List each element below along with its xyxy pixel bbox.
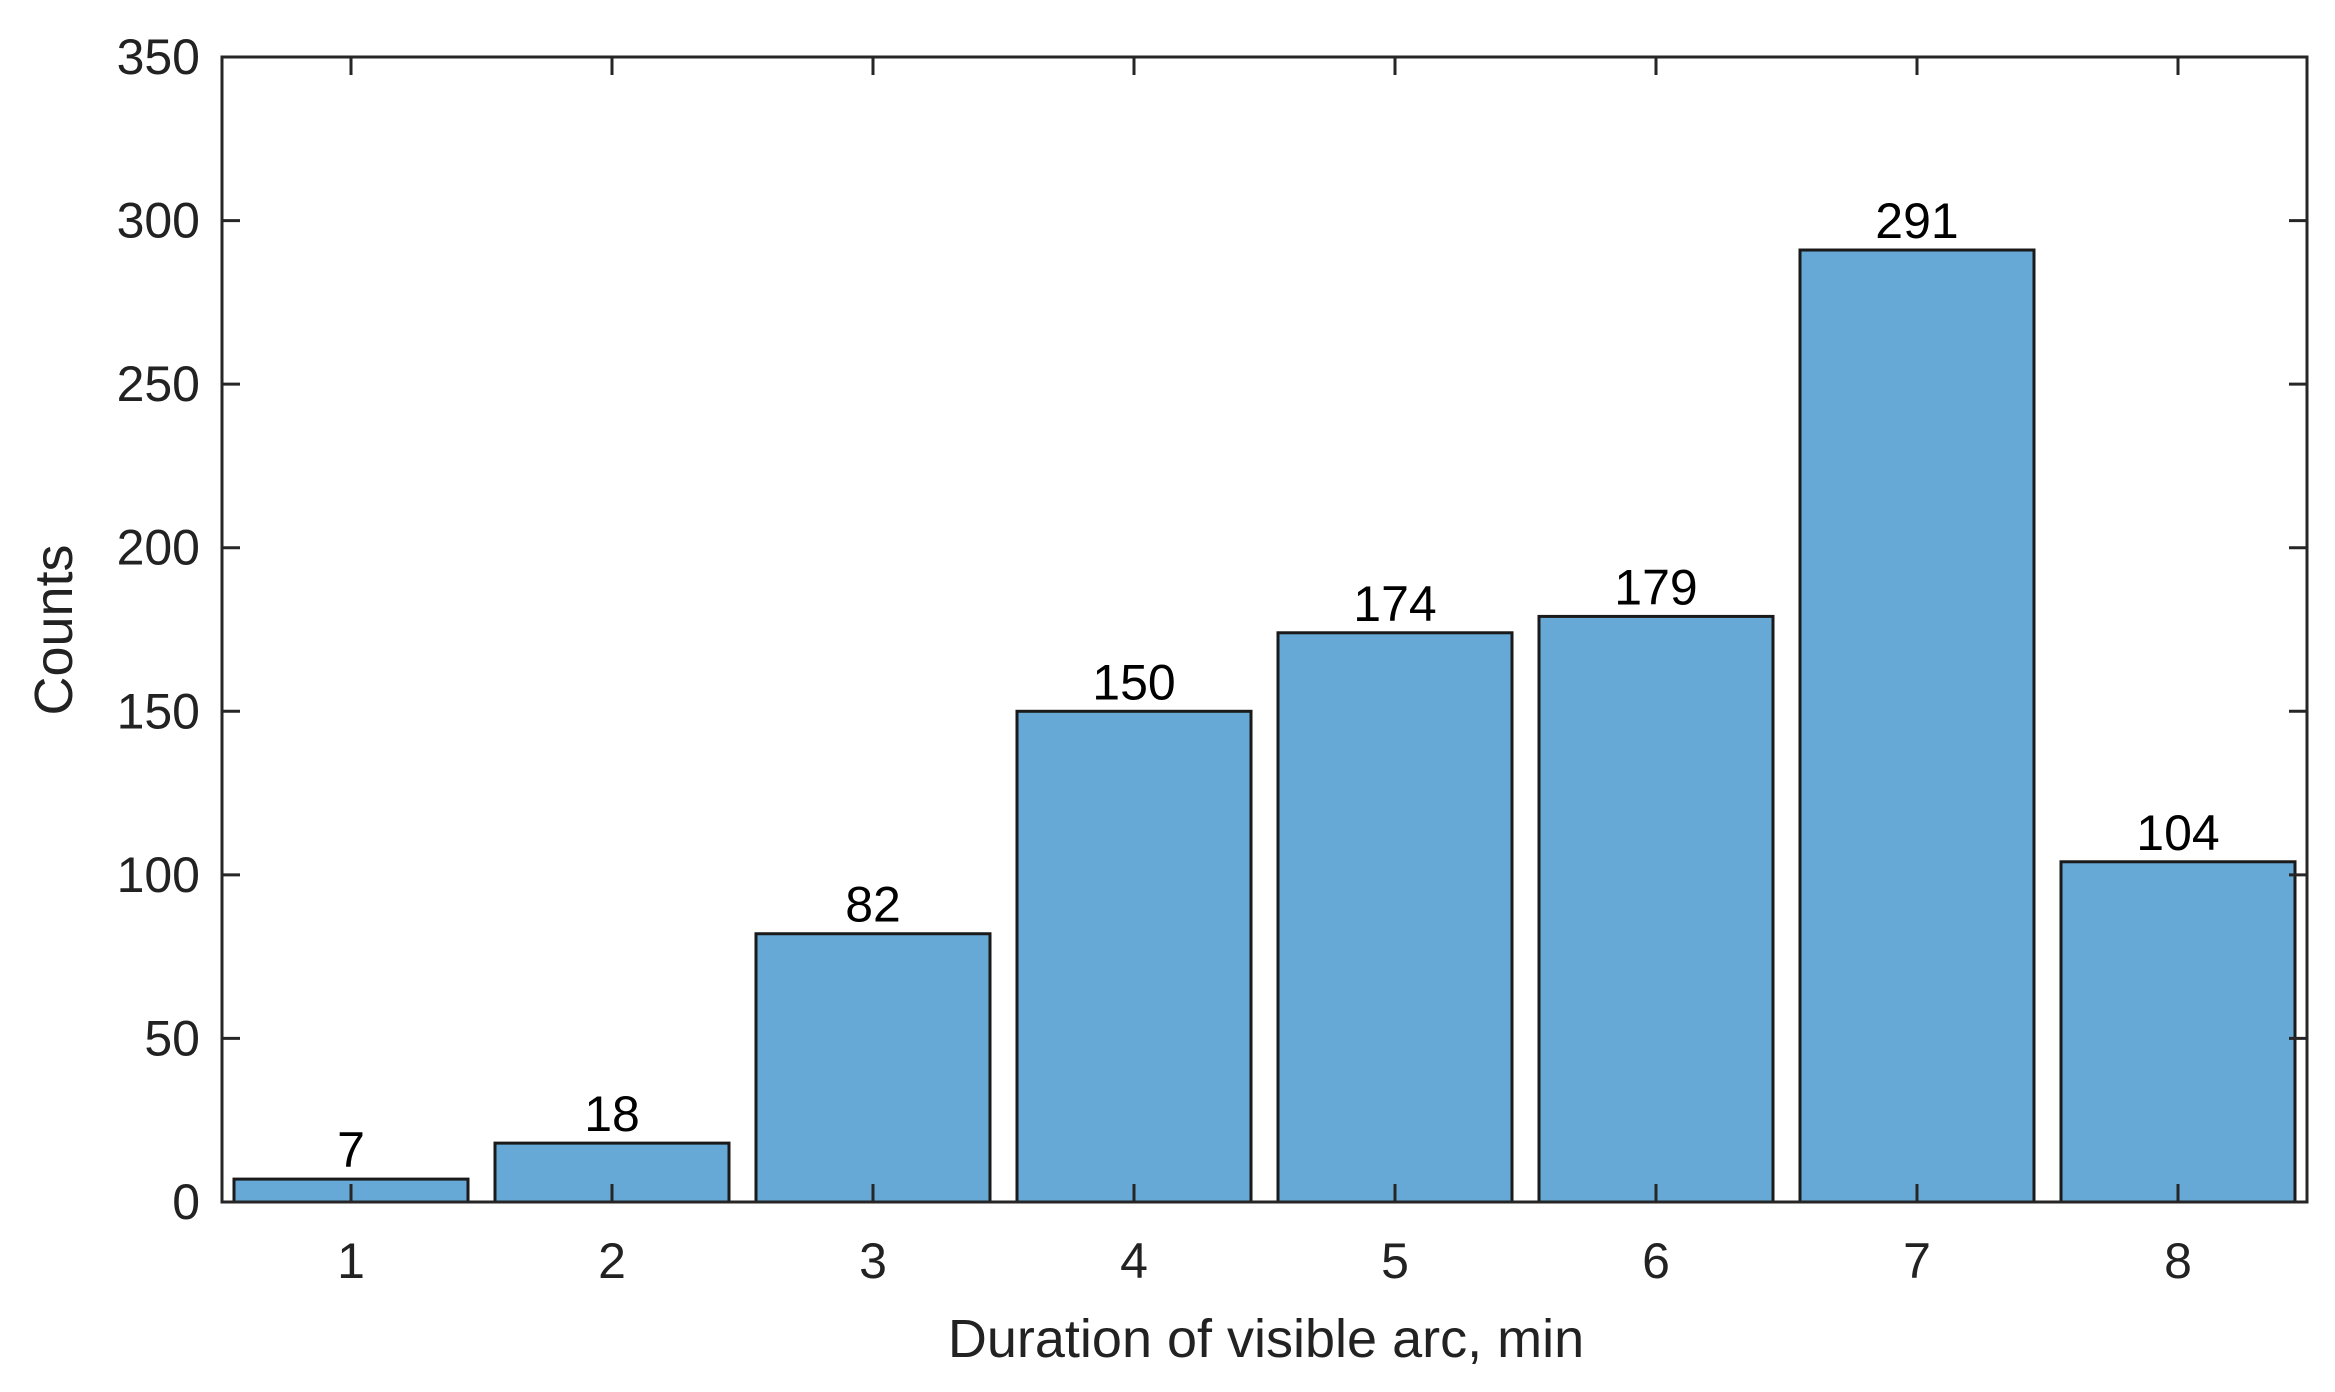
x-axis-label: Duration of visible arc, min: [948, 1309, 1584, 1369]
x-tick-label-8: 8: [2164, 1233, 2192, 1289]
bar-6: [1537, 614, 1775, 1204]
y-axis-label: Counts: [24, 544, 84, 715]
data-label-3: 82: [845, 877, 901, 933]
data-label-5: 174: [1353, 576, 1436, 632]
x-tick-label-1: 1: [337, 1233, 365, 1289]
data-label-6: 179: [1614, 559, 1697, 615]
x-tick-label-6: 6: [1642, 1233, 1670, 1289]
bar-8: [2059, 860, 2297, 1204]
y-tick-label-100: 100: [117, 847, 200, 903]
bar-7: [1798, 248, 2036, 1204]
x-tick-label-2: 2: [598, 1233, 626, 1289]
data-label-1: 7: [337, 1122, 365, 1178]
bar-4: [1015, 709, 1253, 1204]
y-tick-label-250: 250: [117, 356, 200, 412]
x-tick-label-7: 7: [1903, 1233, 1931, 1289]
plot-area: 0 50 100 150 200 250 300 350 1 2 3 4 5 6 7 8 7 18 82 150 174…: [117, 29, 2309, 1289]
data-label-7: 291: [1875, 193, 1958, 249]
x-tick-label-3: 3: [859, 1233, 887, 1289]
y-tick-label-0: 0: [172, 1174, 200, 1230]
data-label-8: 104: [2136, 805, 2219, 861]
y-tick-label-350: 350: [117, 29, 200, 85]
data-label-2: 18: [584, 1086, 640, 1142]
y-tick-label-200: 200: [117, 520, 200, 576]
x-tick-label-5: 5: [1381, 1233, 1409, 1289]
y-tick-label-300: 300: [117, 193, 200, 249]
y-tick-label-150: 150: [117, 683, 200, 739]
bar-5: [1276, 631, 1514, 1204]
x-tick-label-4: 4: [1120, 1233, 1148, 1289]
data-label-4: 150: [1092, 654, 1175, 710]
bar-3: [754, 932, 992, 1204]
y-tick-label-50: 50: [144, 1010, 200, 1066]
axes-box: [220, 55, 2309, 1204]
